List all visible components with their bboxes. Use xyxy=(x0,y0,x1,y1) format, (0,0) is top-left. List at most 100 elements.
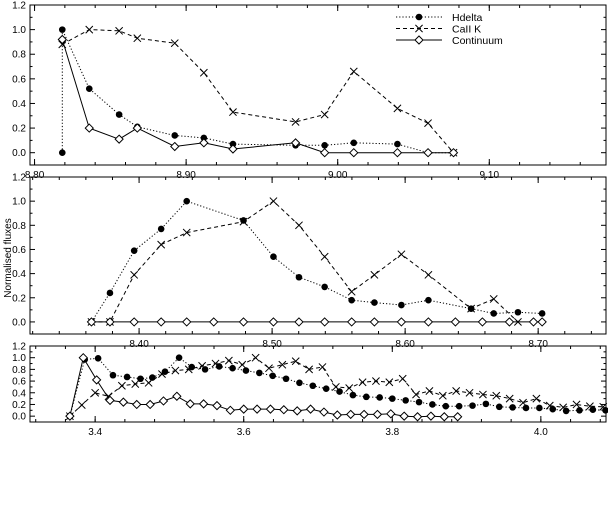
data-point xyxy=(393,104,402,113)
legend-marker xyxy=(415,13,423,21)
series-line xyxy=(61,39,454,154)
data-point xyxy=(397,250,406,259)
y-tick-label: 0.4 xyxy=(12,269,26,280)
data-point xyxy=(388,395,396,402)
data-point xyxy=(425,296,432,304)
data-point xyxy=(145,399,155,410)
data-point xyxy=(336,388,343,395)
data-point xyxy=(477,317,488,327)
data-point xyxy=(77,401,86,409)
data-point xyxy=(415,398,423,406)
data-point xyxy=(455,402,463,410)
data-point xyxy=(424,270,433,279)
data-point xyxy=(295,273,303,281)
x-tick-label: 3.6 xyxy=(237,427,251,438)
data-point xyxy=(442,402,450,410)
data-point xyxy=(131,380,140,388)
x-tick-label: 8.40 xyxy=(129,339,149,350)
data-point xyxy=(225,405,236,416)
data-point xyxy=(144,378,153,387)
data-point xyxy=(585,402,594,411)
data-point xyxy=(572,400,581,409)
data-point xyxy=(478,390,487,399)
data-point xyxy=(305,404,316,414)
y-tick-label: 1.2 xyxy=(12,342,26,353)
data-point xyxy=(536,404,543,412)
data-point xyxy=(452,412,463,422)
data-point xyxy=(349,147,359,158)
data-point xyxy=(256,369,263,377)
data-point xyxy=(133,34,142,43)
data-point xyxy=(268,317,279,327)
data-point xyxy=(398,374,407,383)
data-point xyxy=(319,147,330,158)
data-point xyxy=(86,317,97,327)
data-point xyxy=(319,317,330,327)
data-point xyxy=(212,400,222,411)
x-tick-label: 3.8 xyxy=(385,427,399,438)
panel-3: 0.00.20.40.60.81.01.2 3.4 3.6 3.8 4.0 xyxy=(12,342,608,438)
data-point xyxy=(182,228,191,237)
data-point xyxy=(229,364,236,372)
data-point xyxy=(252,404,262,414)
series-line xyxy=(91,200,543,323)
data-point xyxy=(537,317,547,327)
data-point xyxy=(504,317,515,327)
data-point xyxy=(229,108,237,117)
data-point xyxy=(242,367,250,374)
data-point xyxy=(399,411,409,421)
data-point xyxy=(170,39,179,48)
y-tick-label: 0.6 xyxy=(12,74,26,85)
data-point xyxy=(278,360,287,369)
data-point xyxy=(514,308,522,316)
data-point xyxy=(239,404,249,414)
data-point xyxy=(157,240,166,249)
data-point xyxy=(321,283,328,291)
y-tick-label: 0.8 xyxy=(12,50,26,61)
data-point xyxy=(396,317,407,327)
x-tick-label: 8.70 xyxy=(528,339,548,350)
data-point xyxy=(439,412,449,422)
data-point xyxy=(426,411,436,421)
data-point xyxy=(295,221,303,230)
data-point xyxy=(349,391,357,399)
data-point xyxy=(265,404,276,414)
data-point xyxy=(239,217,248,226)
plot-frame xyxy=(29,4,607,166)
data-point xyxy=(599,402,608,411)
data-point xyxy=(423,317,434,327)
data-point xyxy=(522,404,530,412)
series-line xyxy=(69,356,458,418)
data-point xyxy=(538,310,546,317)
data-point xyxy=(425,387,434,395)
data-point xyxy=(392,147,403,158)
data-point xyxy=(519,398,527,407)
data-point xyxy=(450,317,461,327)
series-hdelta xyxy=(88,197,546,326)
x-tick-label: 8.50 xyxy=(262,339,282,350)
data-point xyxy=(509,404,516,411)
data-point xyxy=(349,67,358,76)
data-point xyxy=(185,399,195,409)
data-point xyxy=(394,140,401,148)
data-point xyxy=(172,391,182,401)
data-point xyxy=(492,391,501,400)
data-point xyxy=(331,382,340,391)
data-point xyxy=(423,147,433,158)
data-point xyxy=(359,409,369,420)
data-point xyxy=(199,68,208,77)
data-point xyxy=(576,407,583,414)
data-point xyxy=(211,359,220,368)
data-point xyxy=(85,85,93,92)
series-continuum xyxy=(65,352,463,422)
legend-label: Continuum xyxy=(452,35,503,47)
data-point xyxy=(57,34,67,45)
x-tick-label: 8.60 xyxy=(395,339,415,350)
data-point xyxy=(467,304,476,313)
y-tick-label: 0.6 xyxy=(12,377,26,388)
y-tick-label: 1.0 xyxy=(12,197,26,208)
data-point xyxy=(130,247,138,254)
data-point xyxy=(114,134,124,144)
